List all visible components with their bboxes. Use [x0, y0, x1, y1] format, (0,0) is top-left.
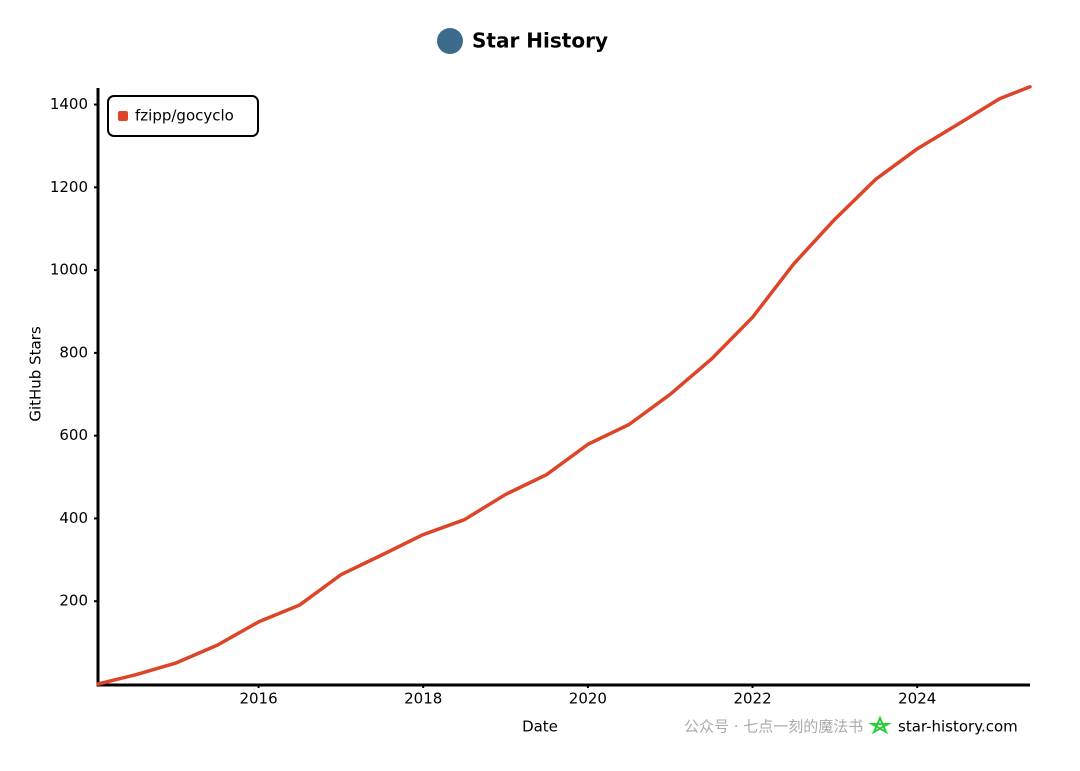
- legend-label: fzipp/gocyclo: [135, 107, 234, 125]
- y-tick-label: 600: [59, 426, 88, 444]
- y-tick-label: 1000: [50, 261, 88, 279]
- axes: [96, 88, 1030, 687]
- line-series: [96, 85, 1032, 686]
- y-tick-label: 800: [59, 343, 88, 361]
- y-tick-label: 200: [59, 592, 88, 610]
- x-tick-label: 2018: [404, 690, 442, 708]
- x-axis-label: Date: [522, 718, 558, 736]
- chart-title: Star History: [472, 29, 608, 53]
- x-tick-label: 2016: [239, 690, 277, 708]
- overlay-text: 公众号 · 七点一刻的魔法书: [684, 718, 863, 736]
- legend-swatch: [118, 111, 128, 121]
- x-tick-label: 2022: [733, 690, 771, 708]
- watermark-icon: [868, 715, 892, 735]
- y-tick-label: 1200: [50, 178, 88, 196]
- watermark: star-history.com: [898, 718, 1018, 736]
- title-avatar: [437, 28, 463, 54]
- y-tick-label: 400: [59, 509, 88, 527]
- y-axis-label: GitHub Stars: [27, 326, 45, 422]
- y-tick-label: 1400: [50, 95, 88, 113]
- x-tick-label: 2020: [569, 690, 607, 708]
- x-tick-label: 2024: [898, 690, 936, 708]
- legend-box: [107, 95, 259, 137]
